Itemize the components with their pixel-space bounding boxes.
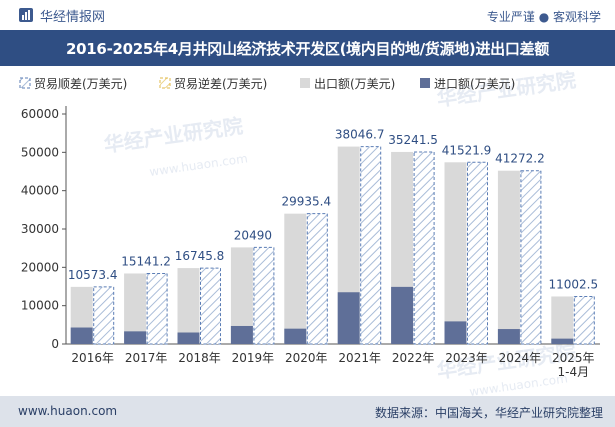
legend-item[interactable]: 进口额(万美元): [420, 77, 515, 91]
surplus-bar[interactable]: [360, 146, 382, 345]
export-bar[interactable]: [497, 170, 520, 344]
x-tick-label: 2024年: [499, 351, 542, 365]
chart: 华经产业研究院www.huaon.com华经产业研究院华经产业研究院www.hu…: [19, 68, 600, 396]
legend-label: 进口额(万美元): [434, 77, 515, 91]
watermark-text: 华经产业研究院: [102, 114, 244, 157]
axes: 0 10000 20000 30000 40000 50000 60000: [21, 106, 600, 351]
legend-item[interactable]: 出口额(万美元): [300, 77, 395, 91]
legend-swatch: [19, 77, 31, 89]
x-tick-label: 2016年: [71, 351, 114, 365]
surplus-bar[interactable]: [413, 151, 435, 345]
y-tick-label: 30000: [21, 222, 59, 236]
footer-source: 数据来源：中国海关，华经产业研究院整理: [374, 406, 603, 420]
export-bar[interactable]: [444, 162, 467, 344]
y-tick-label: 60000: [21, 107, 59, 121]
import-bar[interactable]: [497, 329, 520, 344]
y-tick-label: 0: [51, 337, 59, 351]
surplus-bar[interactable]: [253, 246, 275, 345]
surplus-bar[interactable]: [200, 267, 221, 345]
bars: [70, 146, 595, 345]
chart-title: 2016-2025年4月井冈山经济技术开发区(境内目的地/货源地)进出口差额: [66, 40, 549, 58]
import-bar[interactable]: [177, 332, 200, 345]
legend-swatch: [300, 78, 310, 88]
import-bar[interactable]: [391, 286, 414, 344]
data-labels: 2016年 10573.4 2017年 15141.2 2018年 16745.8 2019…: [68, 128, 598, 379]
import-bar[interactable]: [124, 331, 147, 344]
x-tick-label: 2018年: [178, 351, 221, 365]
export-bar[interactable]: [124, 273, 147, 344]
x-tick-label: 2025年: [552, 351, 595, 365]
data-label: 11002.5: [548, 277, 598, 291]
x-tick-label: 2019年: [232, 351, 275, 365]
export-bar[interactable]: [230, 247, 253, 344]
y-tick-label: 20000: [21, 260, 59, 274]
data-label: 35241.5: [388, 133, 438, 147]
data-label: 38046.7: [335, 128, 385, 142]
data-label: 10573.4: [68, 268, 118, 282]
legend: 贸易顺差(万美元) 贸易逆差(万美元) 出口额(万美元) 进口额(万美元): [19, 76, 515, 91]
x-tick-label: 2021年: [338, 351, 381, 365]
legend-label: 出口额(万美元): [314, 77, 395, 91]
export-bar[interactable]: [177, 268, 200, 344]
surplus-bar[interactable]: [146, 272, 168, 345]
data-label: 41521.9: [442, 143, 492, 157]
data-label: 41272.2: [495, 152, 545, 166]
y-tick-label: 50000: [21, 145, 59, 159]
title-bar: 2016-2025年4月井冈山经济技术开发区(境内目的地/货源地)进出口差额: [0, 30, 615, 66]
legend-label: 贸易逆差(万美元): [174, 76, 267, 91]
brand-name: 华经情报网: [40, 9, 106, 25]
surplus-bar[interactable]: [520, 170, 542, 345]
export-bar[interactable]: [551, 296, 574, 344]
surplus-bar[interactable]: [467, 161, 488, 345]
import-bar[interactable]: [230, 325, 253, 344]
import-bar[interactable]: [551, 338, 574, 344]
legend-swatch: [420, 78, 430, 88]
export-bar[interactable]: [284, 213, 307, 344]
x-tick-label: 2022年: [392, 351, 435, 365]
x-tick-label: 2020年: [285, 351, 328, 365]
data-label: 20490: [234, 228, 272, 242]
surplus-bar[interactable]: [573, 295, 595, 345]
surplus-bar[interactable]: [306, 213, 328, 345]
top-bar: 华经情报网 专业严谨 ● 客观科学: [0, 0, 615, 30]
import-bar[interactable]: [284, 328, 307, 344]
legend-item[interactable]: 贸易逆差(万美元): [159, 76, 267, 91]
legend-item[interactable]: 贸易顺差(万美元): [19, 77, 127, 91]
data-label: 15141.2: [121, 254, 171, 268]
legend-swatch: [159, 77, 171, 89]
logo-icon: [19, 8, 33, 22]
surplus-bar[interactable]: [93, 286, 115, 345]
data-label: 16745.8: [175, 249, 225, 263]
legend-label: 贸易顺差(万美元): [34, 77, 127, 91]
import-bar[interactable]: [444, 321, 467, 344]
x-tick-label: 1-4月: [557, 365, 589, 379]
x-tick-label: 2023年: [445, 351, 488, 365]
import-bar[interactable]: [70, 327, 93, 344]
footer: www.huaon.com 数据来源：中国海关，华经产业研究院整理: [0, 396, 615, 427]
y-tick-label: 40000: [21, 184, 59, 198]
slogan: 专业严谨 ● 客观科学: [486, 10, 601, 24]
footer-website[interactable]: www.huaon.com: [18, 404, 118, 418]
brand[interactable]: 华经情报网: [18, 6, 106, 25]
x-tick-label: 2017年: [125, 351, 168, 365]
watermark-url: www.huaon.com: [148, 151, 248, 179]
import-bar[interactable]: [337, 292, 360, 344]
data-label: 29935.4: [281, 195, 331, 209]
y-tick-label: 10000: [21, 299, 59, 313]
